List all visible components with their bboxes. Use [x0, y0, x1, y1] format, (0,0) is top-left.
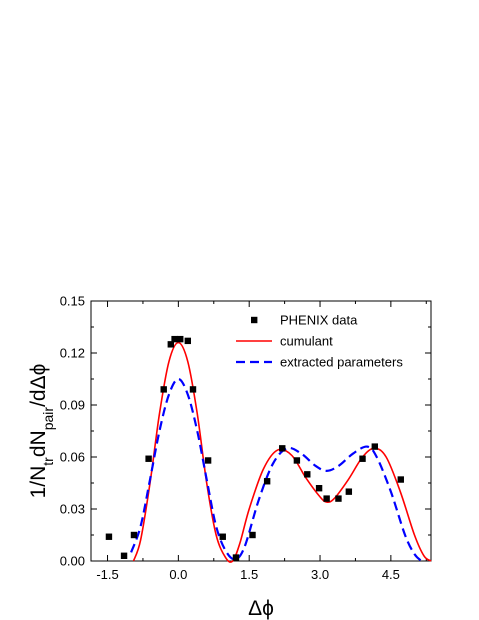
data-point	[145, 455, 152, 462]
data-point	[249, 531, 256, 539]
y-tick-label: 0.09	[60, 398, 85, 413]
data-point	[359, 455, 366, 462]
data-point	[204, 457, 212, 464]
data-point	[160, 386, 167, 393]
y-tick-label: 0.06	[60, 450, 85, 465]
data-point	[315, 485, 323, 492]
data-point	[177, 335, 184, 343]
data-point	[279, 445, 286, 452]
series-line-2	[130, 377, 423, 562]
data-point	[304, 471, 311, 478]
y-tick-label: 0.00	[60, 554, 85, 569]
data-point	[232, 554, 240, 561]
data-point	[345, 488, 353, 495]
x-tick-label: 0.0	[169, 567, 187, 582]
data-point	[105, 533, 113, 540]
data-point	[323, 495, 330, 502]
x-axis-ticks: -1.5 0.0 1.5 3.0 4.5	[96, 301, 427, 582]
x-axis-title: Δϕ	[248, 597, 274, 620]
data-point	[171, 335, 178, 343]
y-axis-title: 1/NtrdNpair/dΔϕ	[27, 364, 56, 499]
data-point	[397, 476, 404, 483]
legend-label: cumulant	[280, 334, 333, 349]
data-point	[184, 337, 192, 345]
x-tick-label: 3.0	[311, 567, 329, 582]
data-point	[189, 386, 197, 393]
data-point	[130, 531, 138, 539]
data-point	[293, 457, 301, 464]
y-axis-ticks: 0.00 0.03 0.06 0.09 0.12 0.15	[60, 294, 431, 569]
legend-label: extracted parameters	[280, 355, 403, 370]
y-tick-label: 0.03	[60, 502, 85, 517]
data-point	[219, 533, 226, 540]
y-tick-label: 0.15	[60, 294, 85, 309]
x-tick-label: 1.5	[240, 567, 258, 582]
legend-label: PHENIX data	[280, 313, 358, 328]
data-point	[263, 478, 271, 485]
legend-marker	[251, 316, 258, 324]
data-point	[167, 341, 175, 348]
data-point	[120, 552, 128, 559]
data-point	[335, 495, 342, 502]
legend: PHENIX data cumulant extracted parameters	[236, 313, 403, 370]
x-tick-label: 4.5	[382, 567, 400, 582]
data-point	[371, 443, 379, 450]
x-tick-label: -1.5	[96, 567, 118, 582]
series-layer	[105, 335, 432, 563]
plot-area: 0.00 0.03 0.06 0.09 0.12 0.15 -1.5 0.0 1.5 3.0 4.…	[60, 294, 432, 582]
y-tick-label: 0.12	[60, 346, 85, 361]
